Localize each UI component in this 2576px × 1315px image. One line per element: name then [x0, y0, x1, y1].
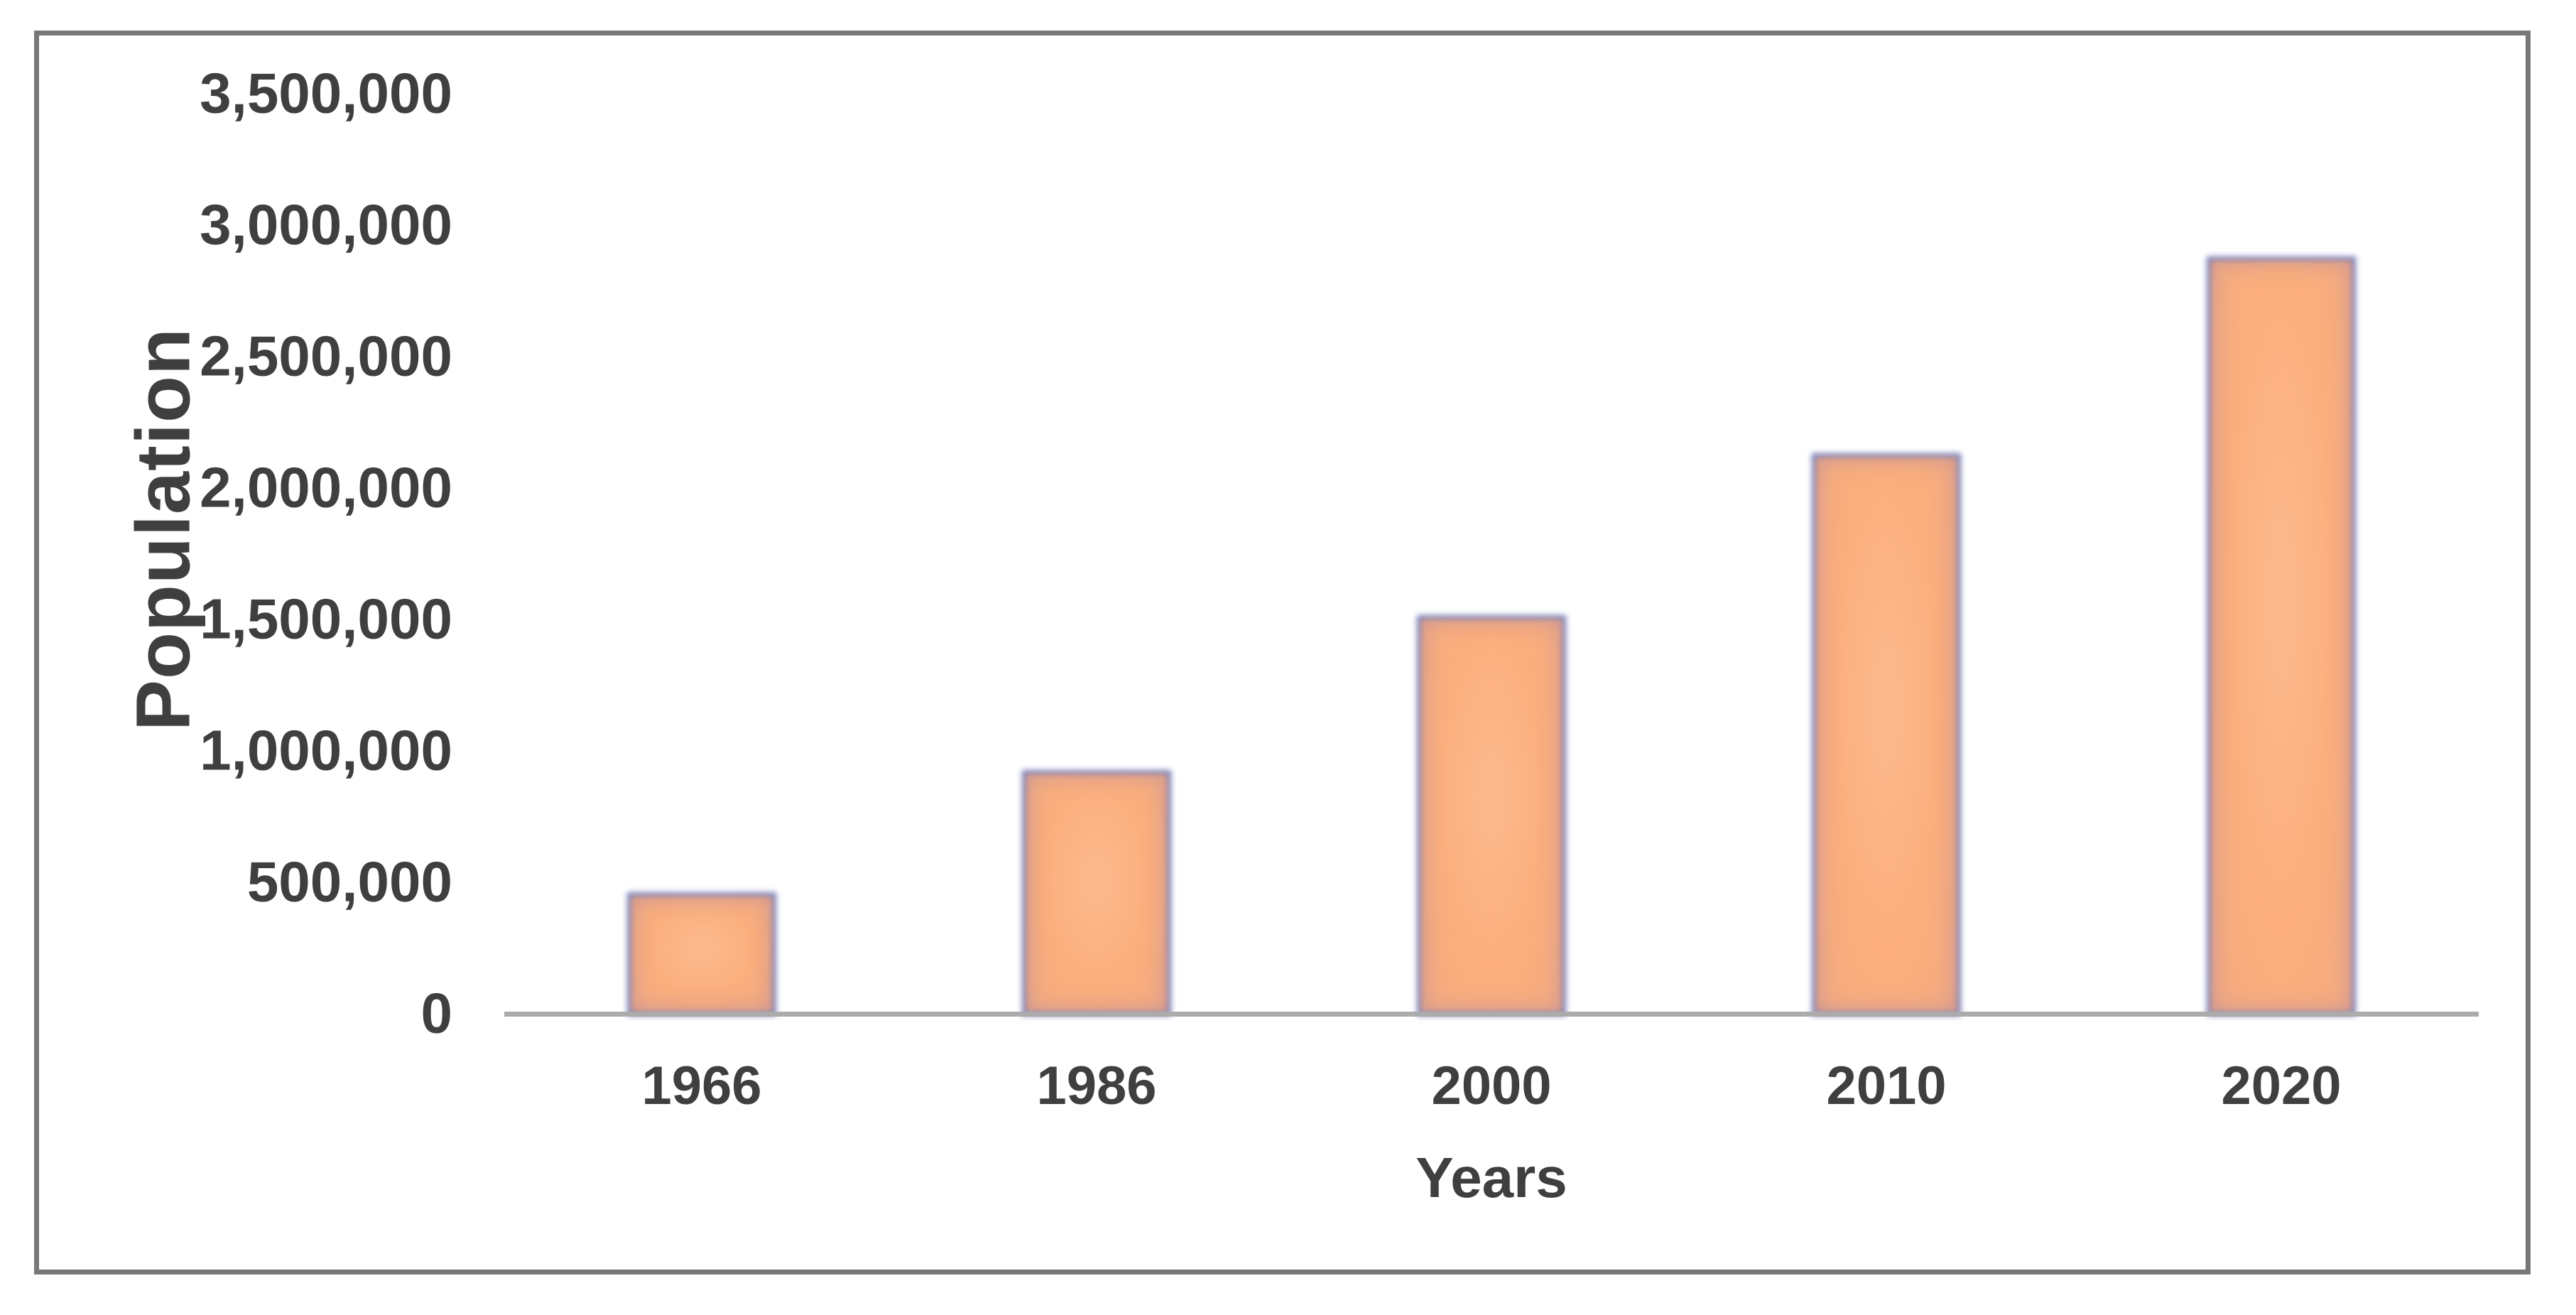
- y-tick-label: 2,000,000: [200, 455, 452, 519]
- x-tick-label: 2010: [1826, 1056, 1947, 1116]
- x-tick-label: 1966: [641, 1056, 762, 1116]
- bar-1986: [1022, 770, 1171, 1016]
- bar-2020: [2207, 256, 2356, 1016]
- y-tick-label: 1,500,000: [200, 587, 452, 651]
- chart-frame: [34, 31, 2531, 1275]
- x-axis-title: Years: [1415, 1146, 1567, 1209]
- y-tick-label: 500,000: [246, 850, 452, 914]
- y-tick-label: 1,000,000: [200, 718, 452, 782]
- x-axis-line: [504, 1012, 2479, 1017]
- x-tick-label: 2000: [1431, 1056, 1552, 1116]
- bar-2000: [1417, 615, 1566, 1016]
- y-tick-label: 2,500,000: [200, 324, 452, 388]
- bar-1966: [627, 892, 776, 1016]
- x-tick-label: 1986: [1036, 1056, 1157, 1116]
- y-axis-title: Population: [119, 328, 206, 731]
- y-tick-label: 0: [420, 981, 453, 1045]
- x-tick-label: 2020: [2221, 1056, 2342, 1116]
- bar-2010: [1812, 453, 1961, 1016]
- y-tick-label: 3,000,000: [200, 193, 452, 256]
- y-tick-label: 3,500,000: [200, 61, 452, 125]
